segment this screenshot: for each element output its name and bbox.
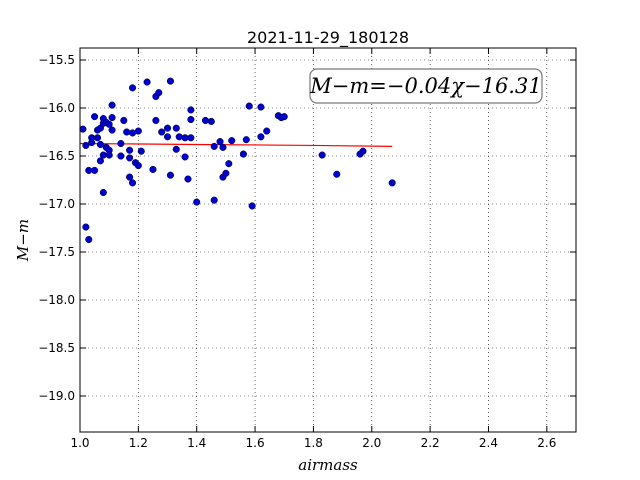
data-point xyxy=(187,115,195,124)
x-tick-label: 2.4 xyxy=(479,436,498,450)
y-tick-label: −16.0 xyxy=(38,101,75,115)
data-point xyxy=(172,124,180,132)
data-point xyxy=(263,127,271,135)
data-point xyxy=(175,133,183,141)
data-point xyxy=(239,150,247,158)
data-point xyxy=(318,151,326,159)
data-point xyxy=(123,128,131,136)
data-point xyxy=(207,117,215,125)
x-axis-label: airmass xyxy=(298,456,358,474)
data-point xyxy=(137,147,145,155)
chart-title: 2021-11-29_180128 xyxy=(247,28,409,48)
data-point xyxy=(128,179,137,187)
data-point xyxy=(187,134,195,142)
data-point xyxy=(96,140,104,149)
data-point xyxy=(201,116,210,125)
y-tick-label: −15.5 xyxy=(38,53,75,67)
y-tick-label: −18.5 xyxy=(38,341,75,355)
y-axis: −15.5 −16.0 −16.5 −17.0 −17.5 −18.0 −18.5 −19.0 xyxy=(38,53,576,403)
data-point xyxy=(210,196,218,204)
fit-line xyxy=(79,142,393,147)
y-tick-label: −18.0 xyxy=(38,293,75,307)
data-point xyxy=(134,127,142,135)
data-point xyxy=(82,141,90,149)
data-point xyxy=(166,77,174,85)
data-points xyxy=(79,77,396,244)
x-tick-label: 1.4 xyxy=(187,436,206,450)
plot-area xyxy=(80,48,576,432)
x-tick-label: 2.6 xyxy=(537,436,556,450)
data-point xyxy=(91,113,99,121)
data-point xyxy=(222,169,230,177)
fit-annotation: M−m=−0.04χ−16.31 xyxy=(309,68,543,104)
data-point xyxy=(333,170,341,178)
data-point xyxy=(184,175,192,183)
y-tick-label: −17.0 xyxy=(38,197,75,211)
data-point xyxy=(108,101,116,109)
data-point xyxy=(228,137,236,145)
data-point xyxy=(388,179,396,187)
data-point xyxy=(210,142,218,150)
x-tick-label: 1.8 xyxy=(304,436,323,450)
data-point xyxy=(193,198,201,206)
x-tick-label: 1.6 xyxy=(246,436,265,450)
data-point xyxy=(225,160,233,168)
data-point xyxy=(280,113,288,121)
y-axis-label: M−m xyxy=(14,219,32,262)
data-point xyxy=(108,114,116,122)
annotation-box xyxy=(309,68,543,104)
data-point xyxy=(219,143,227,151)
data-point xyxy=(134,162,142,170)
data-point xyxy=(149,165,157,173)
data-point xyxy=(126,146,134,154)
data-point xyxy=(257,133,265,141)
data-point xyxy=(163,133,172,141)
data-point xyxy=(117,139,125,148)
y-tick-label: −16.5 xyxy=(38,149,75,163)
grid xyxy=(79,48,576,432)
data-point xyxy=(126,154,134,162)
data-point xyxy=(117,152,125,160)
x-axis: 1.0 1.2 1.4 1.6 1.8 2.0 2.2 2.4 2.6 xyxy=(70,48,556,450)
data-point xyxy=(181,153,189,161)
data-point xyxy=(248,202,256,210)
data-point xyxy=(158,128,166,136)
y-tick-label: −19.0 xyxy=(38,389,75,403)
data-point xyxy=(88,139,96,147)
data-point xyxy=(105,120,113,128)
data-point xyxy=(152,116,160,125)
data-point xyxy=(96,157,104,165)
data-point xyxy=(126,173,134,181)
y-tick-label: −17.5 xyxy=(38,245,75,259)
data-point xyxy=(108,126,116,134)
data-point xyxy=(187,106,195,114)
data-point xyxy=(93,134,102,142)
data-point xyxy=(172,145,180,153)
data-point xyxy=(216,138,224,146)
x-tick-label: 1.0 xyxy=(70,436,89,450)
data-point xyxy=(85,235,93,244)
data-point xyxy=(99,188,107,197)
data-point xyxy=(166,171,174,179)
x-tick-label: 2.0 xyxy=(362,436,381,450)
data-point xyxy=(82,223,90,231)
x-tick-label: 1.2 xyxy=(129,436,148,450)
data-point xyxy=(105,151,113,159)
data-point xyxy=(143,78,151,86)
data-point xyxy=(163,124,172,132)
data-point xyxy=(155,89,163,97)
plot-frame xyxy=(79,47,577,433)
annotation-text: M−m=−0.04χ−16.31 xyxy=(309,74,541,98)
fit-line-group xyxy=(79,142,393,147)
data-point xyxy=(242,136,250,144)
data-point xyxy=(91,166,99,174)
data-point xyxy=(257,103,265,111)
data-point xyxy=(359,147,367,155)
data-point xyxy=(245,102,253,110)
data-point xyxy=(120,116,128,125)
data-point xyxy=(79,125,87,133)
data-point xyxy=(128,84,137,92)
x-tick-label: 2.2 xyxy=(421,436,440,450)
